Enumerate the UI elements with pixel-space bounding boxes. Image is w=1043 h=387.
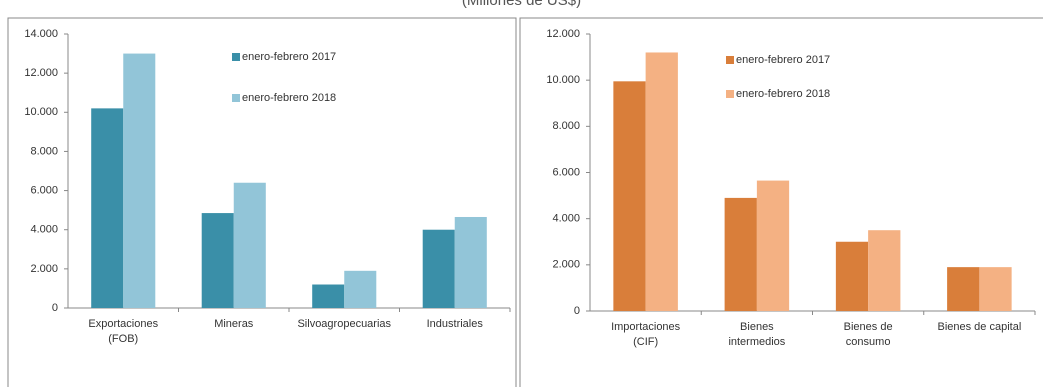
x-tick-label: Bienes de capital [937,321,1022,333]
y-tick-label: 2.000 [30,263,58,275]
bar [724,197,757,311]
x-tick-label: Mineras [214,318,254,330]
bar [201,213,234,308]
y-tick-label: 4.000 [30,224,58,236]
y-tick-label: 12.000 [24,67,58,79]
bar [123,53,156,309]
legend-label: enero-febrero 2017 [736,54,830,66]
bar [645,52,678,311]
y-tick-label: 0 [574,305,580,317]
legend-swatch [232,53,240,61]
y-tick-label: 10.000 [24,106,58,118]
bar [454,216,487,308]
y-tick-label: 4.000 [552,213,580,225]
y-tick-label: 10.000 [546,74,580,86]
x-tick-label: Exportaciones (FOB) [88,318,159,345]
x-tick-label: Silvoagropecuarias [297,318,392,330]
legend-label: enero-febrero 2018 [242,92,336,104]
bar [613,81,646,311]
y-tick-label: 6.000 [552,166,580,178]
bar [868,230,901,311]
y-tick-label: 0 [52,302,58,314]
y-tick-label: 8.000 [30,145,58,157]
bar [835,241,869,311]
y-tick-label: 14.000 [24,28,58,40]
legend-swatch [232,94,240,102]
bar [947,267,980,311]
legend-label: enero-febrero 2018 [736,88,830,100]
title: (Millones de US$) [461,0,582,9]
x-tick-label: Importaciones (CIF) [611,321,681,348]
legend-label: enero-febrero 2017 [242,51,336,63]
legend-swatch [726,90,734,98]
bar [233,182,266,308]
y-tick-label: 8.000 [552,120,580,132]
x-tick-label: Bienes intermedios [728,321,786,348]
legend-swatch [726,56,734,64]
bar [422,229,455,308]
y-tick-label: 6.000 [30,184,58,196]
panel [519,17,1043,387]
x-tick-label: Bienes de consumo [843,321,893,348]
bar [91,108,124,308]
bar [344,270,377,308]
panel [7,17,517,387]
bar [979,267,1012,311]
y-tick-label: 2.000 [552,259,580,271]
x-tick-label: Industriales [426,318,483,330]
bar [312,284,345,308]
bar [756,180,790,311]
y-tick-label: 12.000 [546,28,580,40]
